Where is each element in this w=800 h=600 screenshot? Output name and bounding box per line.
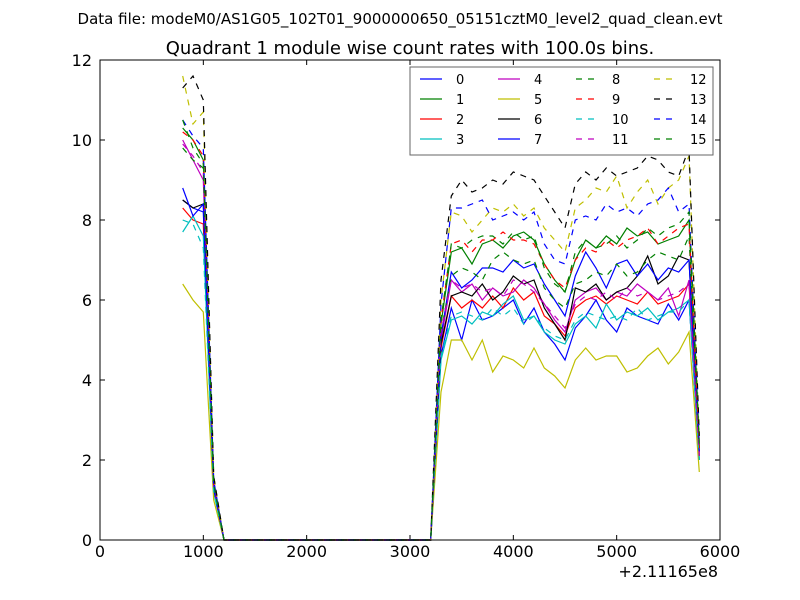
series-line-10 (182, 219, 700, 541)
y-tick-label: 8 (82, 211, 92, 230)
x-tick-label: 6000 (700, 542, 741, 561)
x-tick-label: 3000 (390, 542, 431, 561)
x-tick-label: 1000 (183, 542, 224, 561)
y-tick-label: 10 (72, 131, 92, 150)
chart-title: Quadrant 1 module wise count rates with … (166, 38, 655, 59)
series-line-15 (182, 119, 700, 541)
legend-label-11: 11 (612, 133, 629, 148)
legend-label-2: 2 (456, 113, 464, 128)
y-tick-label: 0 (82, 531, 92, 550)
legend-label-3: 3 (456, 133, 464, 148)
y-tick-label: 6 (82, 291, 92, 310)
legend-label-15: 15 (690, 133, 707, 148)
legend-label-0: 0 (456, 73, 464, 88)
series-line-13 (182, 74, 700, 541)
y-tick-label: 2 (82, 451, 92, 470)
y-tick-label: 4 (82, 371, 92, 390)
legend-label-4: 4 (534, 73, 542, 88)
series-line-12 (182, 75, 700, 541)
x-tick-label: 4000 (493, 542, 534, 561)
legend-label-10: 10 (612, 113, 629, 128)
legend-label-8: 8 (612, 73, 620, 88)
legend-label-7: 7 (534, 133, 542, 148)
y-tick-label: 12 (72, 51, 92, 70)
legend-label-5: 5 (534, 93, 542, 108)
legend-label-12: 12 (690, 73, 707, 88)
plot-area-frame (99, 59, 721, 541)
series-line-11 (182, 143, 700, 541)
legend-label-1: 1 (456, 93, 464, 108)
series-line-3 (182, 214, 700, 541)
legend-label-13: 13 (690, 93, 707, 108)
legend-box (409, 66, 714, 156)
chart-supertitle: Data file: modeM0/AS1G05_102T01_90000006… (78, 10, 723, 29)
x-tick-label: 5000 (596, 542, 637, 561)
legend-label-6: 6 (534, 113, 542, 128)
series-line-2 (182, 207, 700, 541)
legend-label-9: 9 (612, 93, 620, 108)
x-tick-label: 0 (95, 542, 105, 561)
legend-label-14: 14 (690, 113, 707, 128)
x-tick-label: 2000 (286, 542, 327, 561)
x-axis-offset-label: +2.11165e8 (618, 562, 718, 581)
